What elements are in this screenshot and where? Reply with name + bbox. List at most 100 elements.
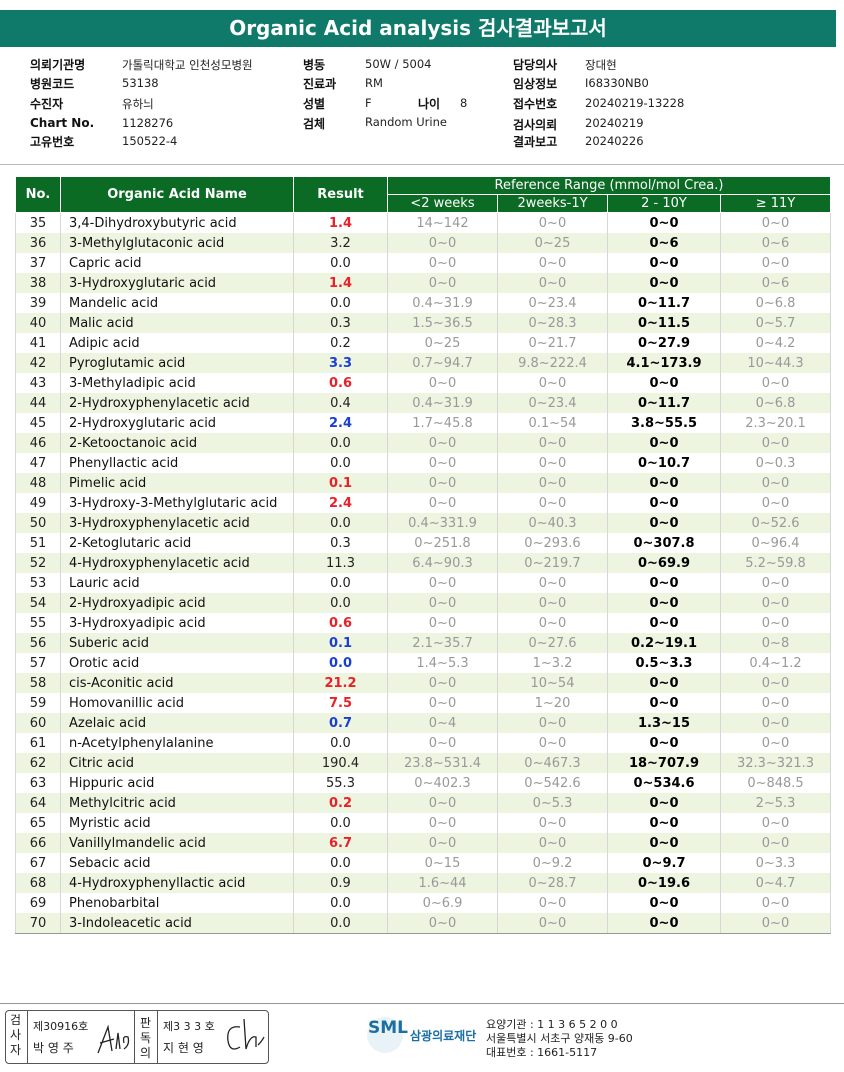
table-row: 50 3-Hydroxyphenylacetic acid 0.0 0.4~331.9… xyxy=(15,513,832,533)
table-row: 64 Methylcitric acid 0.2 0~0 0~5.3 0~0 2~5.3 xyxy=(15,793,832,813)
reference-range: 0~0 xyxy=(607,513,721,533)
info-value: 1128276 xyxy=(122,116,174,130)
reference-range: 0~6.8 xyxy=(719,393,832,413)
row-number: 57 xyxy=(15,653,61,673)
row-number: 63 xyxy=(15,773,61,793)
info-label: 병동 xyxy=(303,58,326,72)
reference-range: 0~0 xyxy=(387,593,498,613)
reference-range: 0~0 xyxy=(387,433,498,453)
table-row: 51 2-Ketoglutaric acid 0.3 0~251.8 0~293.6 0~… xyxy=(15,533,832,553)
result: 55.3 xyxy=(293,773,388,793)
reference-range: 0~0 xyxy=(719,493,832,513)
result: 2.4 xyxy=(293,493,388,513)
reference-range: 10~54 xyxy=(497,673,608,693)
reference-range: 0~9.7 xyxy=(607,853,721,873)
info-label: 임상정보 xyxy=(513,77,558,91)
logo-mark xyxy=(367,1017,403,1053)
reference-range: 1.4~5.3 xyxy=(387,653,498,673)
reference-range: 10~44.3 xyxy=(719,353,832,373)
result: 0.0 xyxy=(293,573,388,593)
reference-range: 0~0 xyxy=(719,693,832,713)
reference-range: 0~9.2 xyxy=(497,853,608,873)
acid-name: Malic acid xyxy=(60,313,294,333)
row-number: 56 xyxy=(15,633,61,653)
reference-range: 0~6.8 xyxy=(719,293,832,313)
reference-range: 0~0 xyxy=(607,613,721,633)
acid-name: Adipic acid xyxy=(60,333,294,353)
reference-range: 0~0.3 xyxy=(719,453,832,473)
reference-range: 4.1~173.9 xyxy=(607,353,721,373)
table-row: 65 Myristic acid 0.0 0~0 0~0 0~0 0~0 xyxy=(15,813,832,833)
reference-range: 0~27.9 xyxy=(607,333,721,353)
row-number: 55 xyxy=(15,613,61,633)
reference-range: 5.2~59.8 xyxy=(719,553,832,573)
reference-range: 0~6.9 xyxy=(387,893,498,913)
acid-name: 3-Methyladipic acid xyxy=(60,373,294,393)
reference-range: 0~96.4 xyxy=(719,533,832,553)
reference-range: 0~0 xyxy=(719,893,832,913)
result: 0.2 xyxy=(293,793,388,813)
reference-range: 0~0 xyxy=(719,713,832,733)
acid-name: 2-Hydroxyadipic acid xyxy=(60,593,294,613)
reference-range: 18~707.9 xyxy=(607,753,721,773)
table-row: 49 3-Hydroxy-3-Methylglutaric acid 2.4 0~0 0… xyxy=(15,493,832,513)
table-row: 36 3-Methylglutaconic acid 3.2 0~0 0~25 0~6 0~… xyxy=(15,233,832,253)
acid-name: 3-Hydroxyadipic acid xyxy=(60,613,294,633)
table-row: 52 4-Hydroxyphenylacetic acid 11.3 6.4~90.3… xyxy=(15,553,832,573)
divider xyxy=(0,164,844,165)
reference-range: 0~0 xyxy=(607,473,721,493)
acid-name: 2-Ketooctanoic acid xyxy=(60,433,294,453)
reference-range: 0~0 xyxy=(497,273,608,293)
reference-range: 2.3~20.1 xyxy=(719,413,832,433)
reference-range: 0~0 xyxy=(497,473,608,493)
header-cell: 2 - 10Y xyxy=(607,194,721,213)
acid-name: Homovanillic acid xyxy=(60,693,294,713)
reference-range: 0~11.7 xyxy=(607,393,721,413)
row-number: 66 xyxy=(15,833,61,853)
row-number: 37 xyxy=(15,253,61,273)
info-label: 의뢰기관명 xyxy=(30,58,86,72)
result: 0.9 xyxy=(293,873,388,893)
result: 1.4 xyxy=(293,212,388,233)
acid-name: 2-Hydroxyglutaric acid xyxy=(60,413,294,433)
reference-range: 1.7~45.8 xyxy=(387,413,498,433)
license-number: 제3 3 3 호 xyxy=(163,1020,215,1033)
info-label: 검사의뢰 xyxy=(513,118,558,132)
reference-range: 0~8 xyxy=(719,633,832,653)
table-row: 60 Azelaic acid 0.7 0~4 0~0 1.3~15 0~0 xyxy=(15,713,832,733)
reference-range: 1.3~15 xyxy=(607,713,721,733)
acid-name: Suberic acid xyxy=(60,633,294,653)
acid-name: Pimelic acid xyxy=(60,473,294,493)
result: 0.0 xyxy=(293,433,388,453)
row-number: 44 xyxy=(15,393,61,413)
table-body: 35 3,4-Dihydroxybutyric acid 1.4 14~142 0~0 0… xyxy=(15,212,832,934)
table-row: 46 2-Ketooctanoic acid 0.0 0~0 0~0 0~0 0~0 xyxy=(15,433,832,453)
table-row: 68 4-Hydroxyphenyllactic acid 0.9 1.6~44 0~2… xyxy=(15,873,832,893)
address-line: 요양기관 : 1 1 3 6 5 2 0 0 xyxy=(486,1018,618,1031)
reference-range: 0~0 xyxy=(607,833,721,853)
table-row: 55 3-Hydroxyadipic acid 0.6 0~0 0~0 0~0 0~0 xyxy=(15,613,832,633)
reference-range: 0~0 xyxy=(497,433,608,453)
reference-range: 0~0 xyxy=(607,733,721,753)
signer-name: 지 현 영 xyxy=(163,1041,204,1055)
info-value: Random Urine xyxy=(365,115,447,129)
reference-range: 0~0 xyxy=(387,813,498,833)
reference-range: 0~0 xyxy=(387,693,498,713)
result: 21.2 xyxy=(293,673,388,693)
reference-range: 14~142 xyxy=(387,212,498,233)
reference-range: 1~3.2 xyxy=(497,653,608,673)
result: 0.0 xyxy=(293,513,388,533)
acid-name: Capric acid xyxy=(60,253,294,273)
row-number: 43 xyxy=(15,373,61,393)
reference-range: 0~0 xyxy=(497,613,608,633)
reference-range: 0~6 xyxy=(719,233,832,253)
reference-range: 0.4~31.9 xyxy=(387,393,498,413)
reference-range: 0~21.7 xyxy=(497,333,608,353)
reference-range: 0~0 xyxy=(387,833,498,853)
table-row: 41 Adipic acid 0.2 0~25 0~21.7 0~27.9 0~4.2 xyxy=(15,333,832,353)
table-row: 63 Hippuric acid 55.3 0~402.3 0~542.6 0~534.6… xyxy=(15,773,832,793)
signer-name: 박 영 주 xyxy=(33,1041,74,1055)
row-number: 61 xyxy=(15,733,61,753)
row-number: 35 xyxy=(15,212,61,233)
